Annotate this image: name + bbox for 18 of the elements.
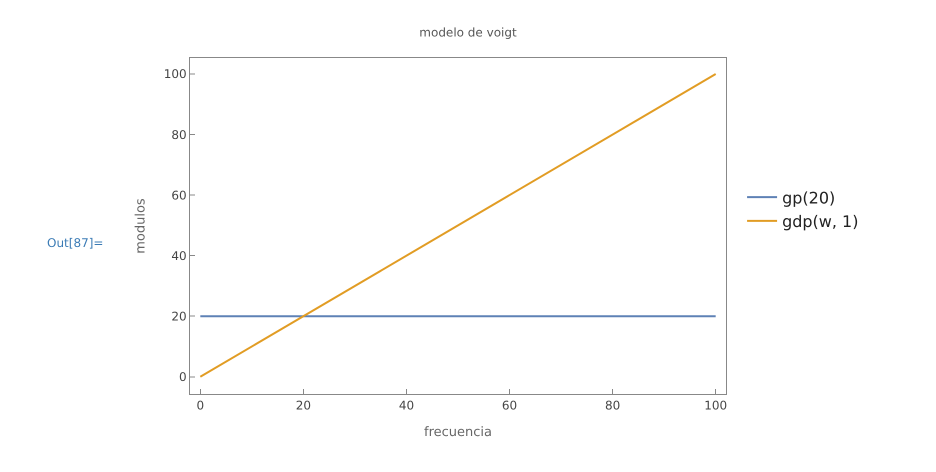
x-tick-label: 0	[196, 398, 204, 412]
y-tick-label: 0	[178, 370, 187, 384]
x-axis-title: frecuencia	[424, 425, 492, 440]
y-axis-title: modulos	[134, 198, 149, 254]
y-tick-label: 100	[164, 67, 187, 82]
x-tick-label: 100	[704, 398, 728, 412]
x-tick-label: 60	[502, 398, 518, 412]
x-tick-label: 40	[398, 398, 414, 412]
y-tick-label: 40	[171, 248, 187, 263]
chart-title: modelo de voigt	[419, 26, 518, 40]
text: Out[87]=	[47, 236, 104, 250]
x-tick-label: 80	[604, 398, 620, 412]
legend-label: gdp(w, 1)	[782, 212, 858, 232]
legend-label: gp(20)	[782, 188, 836, 208]
y-tick-label: 80	[171, 128, 187, 142]
y-tick-label: 20	[171, 309, 187, 324]
y-tick-label: 60	[171, 188, 187, 202]
x-tick-label: 20	[296, 398, 312, 412]
